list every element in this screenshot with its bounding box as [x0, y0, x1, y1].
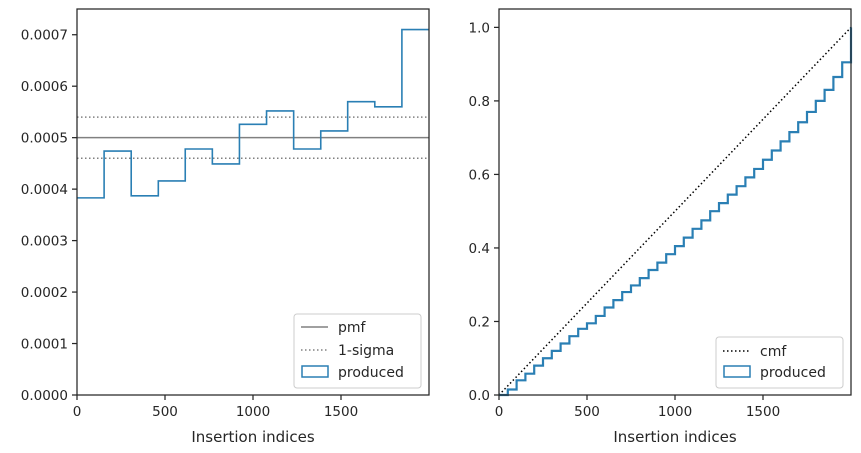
cmf-legend-box — [715, 336, 844, 389]
produced-legend-swatch-right — [723, 365, 751, 378]
pmf-chart-ticks: 0 500 1000 1500 0.0000 0.0001 0.0002 0.0003 0.00… — [21, 28, 358, 420]
pmf-chart-ytick-label: 0.0005 — [21, 131, 68, 147]
produced-legend-label-left: produced — [338, 365, 404, 381]
pmf-chart-data-layer — [77, 28, 429, 199]
pmf-chart-ytick-label: 0.0001 — [21, 337, 68, 353]
cmf-legend-label: cmf — [760, 344, 787, 360]
cmf-chart-frame — [498, 8, 852, 396]
pmf-chart-xtick-label: 1500 — [324, 404, 358, 420]
pmf-chart-xtick-label: 500 — [152, 404, 178, 420]
pmf-chart-ytick-label: 0.0000 — [21, 388, 68, 404]
cmf-chart-xtick-label: 1500 — [746, 404, 780, 420]
produced-histogram-line — [77, 28, 429, 199]
pmf-chart: 0 500 1000 1500 0.0000 0.0001 0.0002 0.0003 0.00… — [21, 8, 430, 446]
cmf-chart-xlabel: Insertion indices — [613, 428, 736, 446]
cmf-chart-data-layer — [498, 26, 853, 397]
cmf-chart: 0 500 1000 1500 0.0 0.2 0.4 0.6 0.8 1.0 Insertion… — [469, 8, 853, 446]
cmf-chart-ytick-label: 0.6 — [469, 167, 490, 183]
cmf-chart-xtick-label: 1000 — [658, 404, 692, 420]
cmf-chart-ytick-label: 0.8 — [469, 94, 490, 110]
produced-cdf-line — [499, 27, 853, 397]
pmf-chart-ytick-label: 0.0006 — [21, 79, 68, 95]
sigma-legend-label: 1-sigma — [338, 343, 394, 359]
pmf-chart-legend: pmf 1-sigma produced — [293, 313, 422, 389]
pmf-chart-ytick-label: 0.0007 — [21, 28, 68, 44]
cmf-chart-xtick-label: 500 — [574, 404, 600, 420]
cmf-chart-ytick-label: 1.0 — [469, 20, 490, 36]
cmf-chart-ticks: 0 500 1000 1500 0.0 0.2 0.4 0.6 0.8 1.0 — [469, 20, 781, 420]
pmf-legend-label: pmf — [338, 320, 367, 336]
cmf-chart-legend: cmf produced — [715, 336, 844, 389]
cmf-chart-ytick-label: 0.0 — [469, 388, 490, 404]
pmf-chart-xtick-label: 1000 — [236, 404, 270, 420]
cmf-line — [498, 26, 852, 396]
cmf-chart-xtick-label: 0 — [495, 404, 504, 420]
pmf-chart-frame — [76, 8, 430, 396]
pmf-chart-ytick-label: 0.0002 — [21, 285, 68, 301]
produced-legend-label-right: produced — [760, 365, 826, 381]
cmf-chart-ytick-label: 0.4 — [469, 241, 490, 257]
produced-legend-swatch-left — [301, 365, 329, 378]
pmf-legend-box — [293, 313, 422, 389]
cmf-chart-ytick-label: 0.2 — [469, 314, 490, 330]
pmf-chart-ytick-label: 0.0004 — [21, 182, 68, 198]
pmf-chart-ytick-label: 0.0003 — [21, 234, 68, 250]
pmf-chart-xtick-label: 0 — [73, 404, 82, 420]
pmf-chart-xlabel: Insertion indices — [191, 428, 314, 446]
